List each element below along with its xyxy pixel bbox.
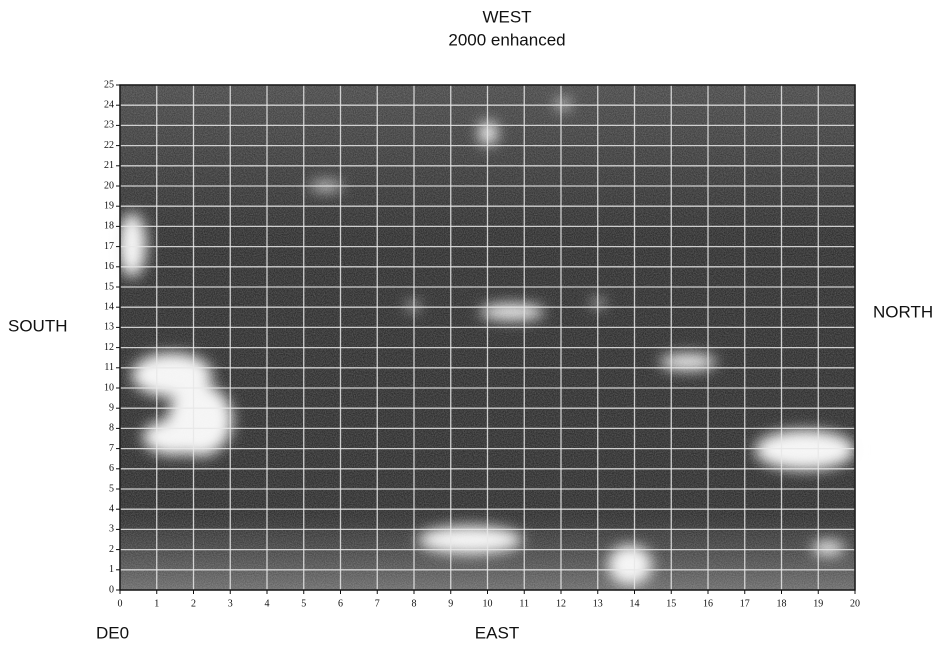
y-tick-label: 4 xyxy=(109,503,114,514)
x-tick-label: 18 xyxy=(777,598,787,609)
corner-label: DE0 xyxy=(96,623,129,642)
y-tick-label: 10 xyxy=(104,382,114,393)
y-tick-label: 11 xyxy=(104,362,114,373)
x-tick-label: 7 xyxy=(375,598,380,609)
y-tick-label: 23 xyxy=(104,120,114,131)
bottom-label: EAST xyxy=(475,623,519,642)
y-tick-label: 8 xyxy=(109,423,114,434)
y-tick-label: 2 xyxy=(109,544,114,555)
y-tick-label: 7 xyxy=(109,443,114,454)
y-tick-label: 14 xyxy=(104,301,114,312)
x-tick-label: 10 xyxy=(483,598,493,609)
x-tick-label: 14 xyxy=(630,598,640,609)
y-tick-label: 13 xyxy=(104,322,114,333)
x-tick-label: 5 xyxy=(301,598,306,609)
x-tick-label: 16 xyxy=(703,598,713,609)
x-tick-label: 0 xyxy=(118,598,123,609)
y-tick-label: 3 xyxy=(109,524,114,535)
y-tick-label: 5 xyxy=(109,483,114,494)
x-tick-label: 19 xyxy=(813,598,823,609)
x-tick-label: 6 xyxy=(338,598,343,609)
y-tick-label: 16 xyxy=(104,261,114,272)
x-tick-label: 8 xyxy=(412,598,417,609)
x-tick-label: 12 xyxy=(556,598,566,609)
x-tick-label: 20 xyxy=(850,598,860,609)
subtitle: 2000 enhanced xyxy=(448,30,565,49)
y-tick-label: 21 xyxy=(104,160,114,171)
grid xyxy=(119,84,856,591)
y-tick-label: 6 xyxy=(109,463,114,474)
y-tick-label: 15 xyxy=(104,281,114,292)
x-tick-label: 11 xyxy=(519,598,529,609)
x-tick-label: 2 xyxy=(191,598,196,609)
y-tick-label: 1 xyxy=(109,564,114,575)
y-tick-label: 24 xyxy=(104,99,114,110)
y-tick-label: 25 xyxy=(104,79,114,90)
x-tick-label: 15 xyxy=(666,598,676,609)
y-tick-label: 18 xyxy=(104,221,114,232)
y-tick-label: 19 xyxy=(104,200,114,211)
x-tick-label: 17 xyxy=(740,598,750,609)
x-tick-label: 4 xyxy=(265,598,270,609)
plot-area xyxy=(118,84,856,591)
y-tick-label: 20 xyxy=(104,180,114,191)
y-tick-label: 9 xyxy=(109,402,114,413)
y-tick-label: 22 xyxy=(104,140,114,151)
x-tick-label: 3 xyxy=(228,598,233,609)
left-label: SOUTH xyxy=(8,316,68,335)
x-tick-label: 1 xyxy=(154,598,159,609)
x-tick-label: 9 xyxy=(448,598,453,609)
x-tick-label: 13 xyxy=(593,598,603,609)
y-tick-label: 0 xyxy=(109,584,114,595)
y-tick-label: 12 xyxy=(104,342,114,353)
title: WEST xyxy=(482,7,531,26)
right-label: NORTH xyxy=(873,302,933,321)
y-tick-label: 17 xyxy=(104,241,114,252)
